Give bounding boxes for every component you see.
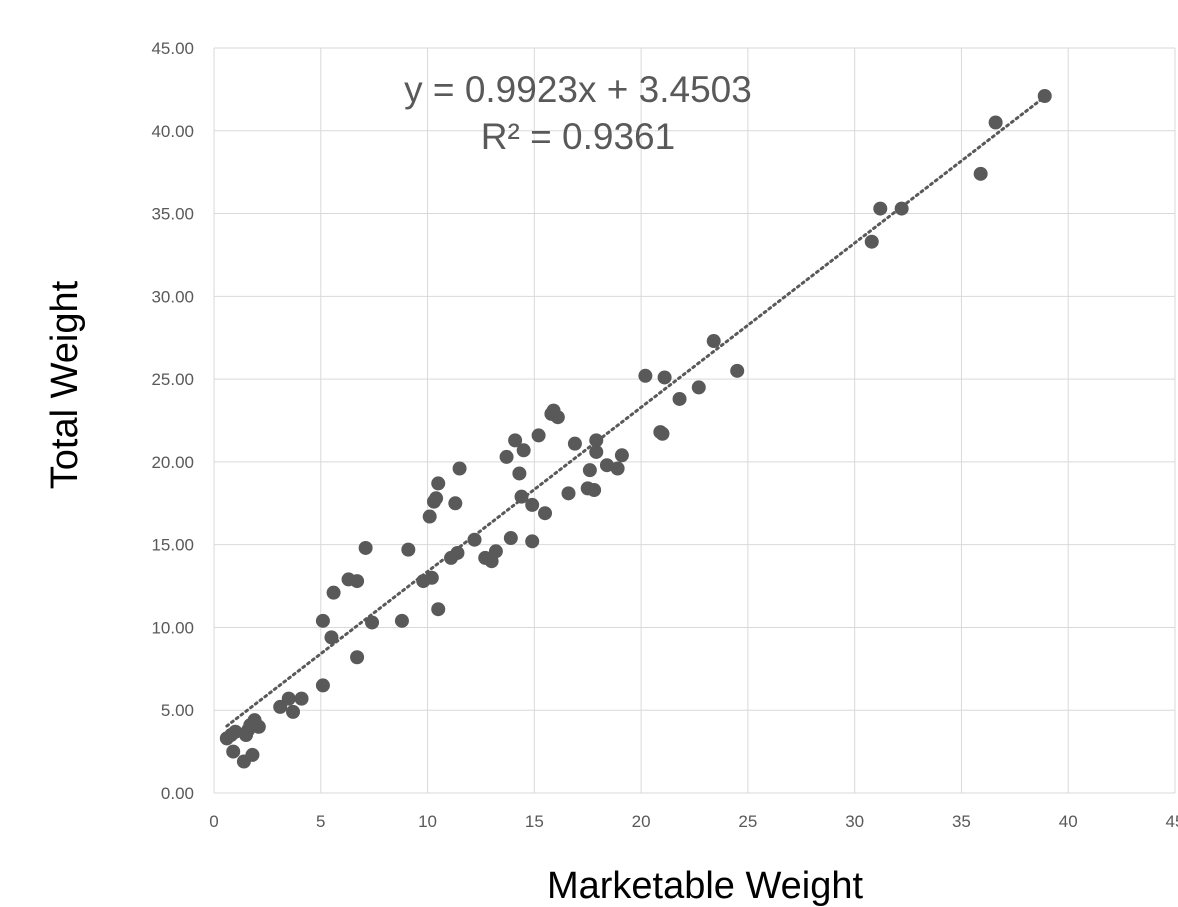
gridlines	[213, 47, 1176, 794]
data-point	[358, 540, 373, 555]
data-point	[452, 461, 467, 476]
data-point	[499, 449, 514, 464]
data-point	[589, 433, 604, 448]
data-point	[550, 410, 565, 425]
trendline	[225, 95, 1047, 728]
y-tick-label: 20.00	[151, 453, 194, 472]
data-point	[894, 201, 909, 216]
data-point	[324, 630, 339, 645]
data-point	[294, 691, 309, 706]
x-axis-tick-labels: 0 5 10 15 20 25 30 35 40 45	[209, 812, 1178, 831]
data-point	[599, 458, 614, 473]
data-point	[286, 704, 301, 719]
data-point	[582, 463, 597, 478]
data-point	[429, 491, 444, 506]
data-point	[525, 497, 540, 512]
data-point	[315, 678, 330, 693]
x-tick-label: 5	[316, 812, 325, 831]
data-point	[488, 544, 503, 559]
y-tick-label: 10.00	[151, 618, 194, 637]
data-point	[538, 506, 553, 521]
data-point	[561, 486, 576, 501]
data-point	[973, 166, 988, 181]
data-point	[672, 391, 687, 406]
data-point	[251, 719, 266, 734]
data-point	[587, 483, 602, 498]
data-point	[431, 476, 446, 491]
data-point	[448, 496, 463, 511]
trendline-line	[225, 95, 1047, 728]
data-point	[514, 489, 529, 504]
data-point	[431, 602, 446, 617]
data-point	[657, 370, 672, 385]
data-point	[873, 201, 888, 216]
data-point	[567, 436, 582, 451]
x-axis-title: Marketable Weight	[547, 865, 864, 907]
x-tick-label: 30	[845, 812, 864, 831]
y-tick-label: 15.00	[151, 536, 194, 555]
data-point	[350, 650, 365, 665]
data-point	[350, 574, 365, 589]
data-point	[450, 545, 465, 560]
data-point	[503, 531, 518, 546]
x-tick-label: 25	[738, 812, 757, 831]
y-tick-label: 40.00	[151, 122, 194, 141]
data-point	[1037, 89, 1052, 104]
data-point	[401, 542, 416, 557]
y-tick-label: 35.00	[151, 205, 194, 224]
data-point	[508, 433, 523, 448]
x-tick-label: 40	[1059, 812, 1078, 831]
data-point	[424, 570, 439, 585]
data-point	[228, 724, 243, 739]
y-tick-label: 45.00	[151, 39, 194, 58]
x-tick-label: 20	[632, 812, 651, 831]
data-point	[730, 363, 745, 378]
data-point	[864, 234, 879, 249]
data-point	[589, 444, 604, 459]
x-tick-label: 0	[209, 812, 218, 831]
x-tick-label: 45	[1166, 812, 1178, 831]
data-point	[525, 534, 540, 549]
data-point	[315, 613, 330, 628]
data-point	[691, 380, 706, 395]
x-tick-label: 35	[952, 812, 971, 831]
data-point	[516, 443, 531, 458]
data-point	[512, 466, 527, 481]
y-tick-label: 5.00	[161, 701, 194, 720]
y-tick-label: 30.00	[151, 287, 194, 306]
data-point	[638, 368, 653, 383]
data-point	[394, 613, 409, 628]
data-point	[655, 426, 670, 441]
data-point	[422, 509, 437, 524]
y-axis-tick-labels: 0.00 5.00 10.00 15.00 20.00 25.00 30.00 35.00 40…	[151, 39, 194, 803]
data-point	[365, 615, 380, 630]
data-point	[245, 747, 260, 762]
data-point	[281, 691, 296, 706]
trendline-r-squared: R² = 0.9361	[481, 116, 675, 157]
data-point	[326, 585, 341, 600]
x-tick-label: 10	[418, 812, 437, 831]
data-point	[988, 115, 1003, 130]
data-point	[610, 461, 625, 476]
trendline-equation: y = 0.9923x + 3.4503	[404, 69, 752, 110]
x-tick-label: 15	[525, 812, 544, 831]
y-axis-title: Total Weight	[44, 280, 86, 489]
data-point	[226, 744, 241, 759]
y-tick-label: 0.00	[161, 784, 194, 803]
data-point	[531, 428, 546, 443]
y-tick-label: 25.00	[151, 370, 194, 389]
data-point	[706, 334, 721, 349]
data-point	[467, 532, 482, 547]
data-point	[614, 448, 629, 463]
data-points	[219, 89, 1052, 769]
